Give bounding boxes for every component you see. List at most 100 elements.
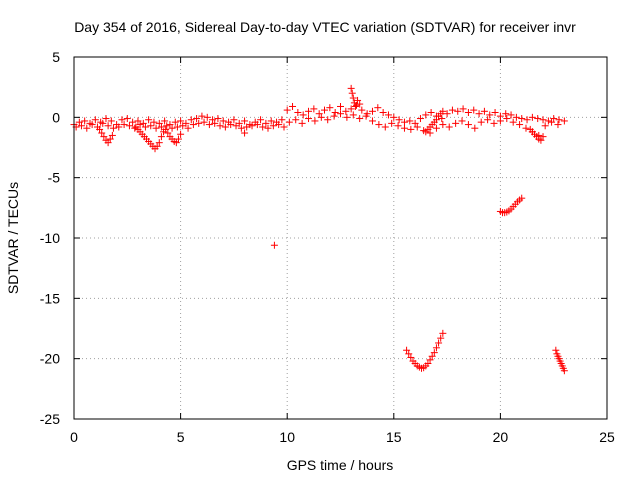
data-point (326, 104, 334, 112)
data-point (173, 123, 181, 131)
data-point (285, 118, 293, 126)
data-point (358, 106, 366, 114)
data-point (416, 115, 424, 123)
data-point (214, 115, 222, 123)
data-point (189, 121, 197, 129)
plot-frame (73, 56, 608, 420)
data-point (503, 115, 511, 123)
data-point (118, 116, 126, 124)
data-point (241, 129, 249, 137)
y-tick-label: -15 (40, 290, 60, 306)
data-point (211, 119, 219, 127)
data-point (129, 118, 137, 126)
data-point (435, 339, 443, 347)
data-point (88, 121, 96, 129)
data-points (70, 84, 568, 375)
data-point (331, 109, 339, 117)
data-point (509, 118, 517, 126)
data-point (264, 124, 272, 132)
data-point (464, 109, 472, 117)
series-band-early-secondary (72, 118, 288, 132)
data-point (99, 119, 107, 127)
data-point (136, 121, 144, 129)
data-point (125, 122, 133, 130)
data-point (400, 118, 408, 126)
data-point (516, 121, 524, 129)
data-point (171, 118, 179, 126)
data-point (209, 116, 217, 124)
data-point (464, 121, 472, 129)
data-point (283, 106, 291, 114)
x-axis-label: GPS time / hours (287, 457, 394, 473)
data-point (91, 116, 99, 124)
data-point (480, 107, 488, 115)
series-spikes-and-arcs-late (347, 84, 547, 144)
data-point (100, 133, 108, 141)
data-point (163, 122, 171, 130)
data-point (152, 124, 160, 132)
data-point (166, 121, 174, 129)
data-point (248, 122, 256, 130)
data-point (123, 115, 131, 123)
data-point (388, 119, 396, 127)
data-point (259, 123, 267, 131)
data-point (348, 89, 356, 97)
data-point (452, 119, 460, 127)
data-point (343, 113, 351, 121)
data-point (541, 122, 549, 130)
y-tick-label: -20 (40, 351, 60, 367)
data-point (432, 116, 440, 124)
data-point (368, 117, 376, 125)
data-point (83, 124, 91, 132)
data-point (269, 122, 277, 130)
series-arc-near-21h (496, 194, 526, 217)
data-point (405, 350, 413, 358)
data-point (330, 112, 338, 120)
data-point (406, 117, 414, 125)
data-point (368, 107, 376, 115)
data-point (426, 356, 434, 364)
data-point (342, 107, 350, 115)
data-point (337, 110, 344, 118)
data-point (539, 116, 547, 124)
data-point (379, 109, 387, 117)
y-tick-label: 0 (52, 109, 60, 125)
data-point (411, 119, 419, 127)
data-point (395, 116, 403, 124)
data-point (537, 136, 545, 144)
data-point (81, 117, 89, 125)
data-point (381, 123, 389, 131)
data-point (237, 124, 245, 132)
data-point (317, 113, 325, 121)
data-point (227, 121, 235, 129)
data-point (164, 129, 172, 137)
data-point (324, 116, 332, 124)
data-point (115, 123, 123, 131)
data-point (153, 142, 161, 150)
data-point (471, 124, 479, 132)
data-point (394, 122, 402, 130)
data-point (150, 118, 158, 126)
data-point (172, 139, 180, 147)
data-point (298, 119, 306, 127)
data-point (243, 123, 251, 131)
data-point (253, 121, 261, 129)
series-band-late (283, 101, 568, 127)
data-point (102, 115, 110, 123)
chart-title: Day 354 of 2016, Sidereal Day-to-day VTE… (74, 19, 576, 35)
data-point (278, 116, 286, 124)
x-tick-label: 25 (599, 429, 615, 445)
data-point (109, 124, 117, 132)
data-point (174, 135, 182, 143)
data-point (177, 117, 185, 125)
data-point (107, 117, 115, 125)
data-point (139, 119, 147, 127)
data-point (315, 110, 323, 118)
data-point (491, 109, 499, 117)
data-point (257, 116, 265, 124)
data-point (477, 118, 485, 126)
data-point (104, 139, 112, 147)
data-point (424, 359, 432, 367)
data-point (219, 117, 227, 125)
